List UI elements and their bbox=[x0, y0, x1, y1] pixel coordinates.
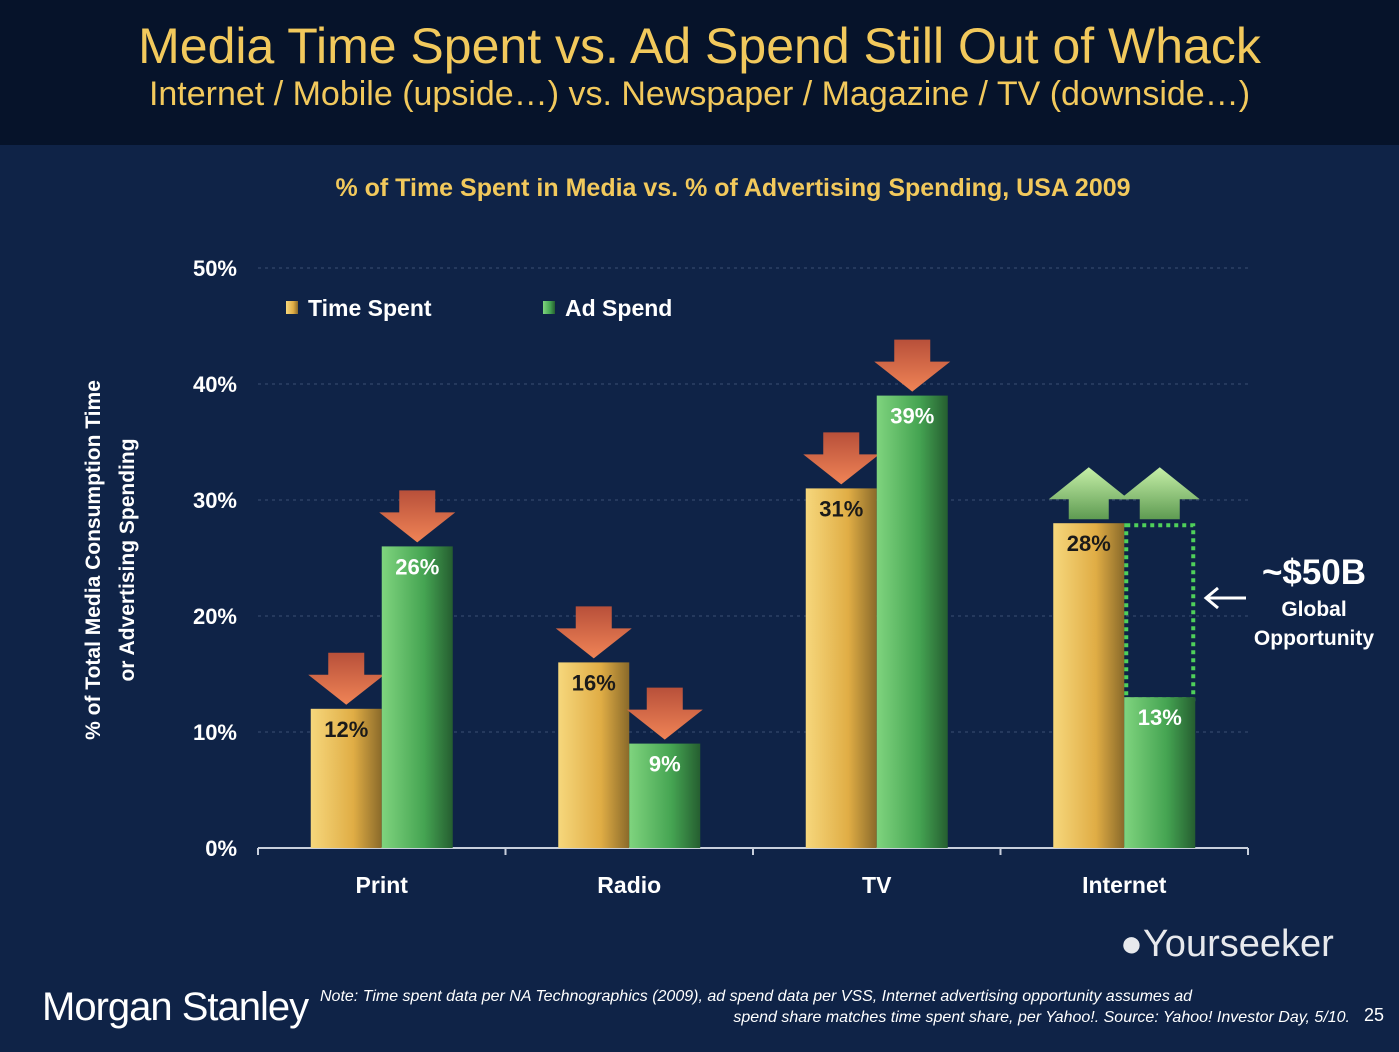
down-arrow-icon bbox=[308, 652, 385, 705]
slide-subtitle: Internet / Mobile (upside…) vs. Newspape… bbox=[148, 75, 1251, 113]
data-label: 28% bbox=[1067, 531, 1111, 556]
opportunity-line2: Opportunity bbox=[1254, 627, 1374, 650]
footnote-line1: Note: Time spent data per NA Technograph… bbox=[320, 988, 1193, 1005]
slide-header: Media Time Spent vs. Ad Spend Still Out … bbox=[0, 0, 1399, 145]
y-tick-label: 50% bbox=[193, 256, 237, 281]
bar-chart: % of Time Spent in Media vs. % of Advert… bbox=[82, 174, 1374, 898]
morgan-stanley-logo: Morgan Stanley bbox=[42, 985, 309, 1029]
bar-ad-spend bbox=[876, 395, 948, 848]
legend-swatch-time-spent bbox=[286, 301, 298, 314]
y-tick-label: 20% bbox=[193, 604, 237, 629]
bar-time-spent bbox=[558, 662, 630, 848]
down-arrow-icon bbox=[803, 432, 880, 485]
down-arrow-icon bbox=[626, 687, 703, 740]
x-tick-label: Print bbox=[356, 872, 409, 898]
opportunity-gap-outline bbox=[1124, 523, 1196, 702]
y-tick-label: 30% bbox=[193, 488, 237, 513]
footnote: Note: Time spent data per NA Technograph… bbox=[320, 986, 1350, 1028]
down-arrow-icon bbox=[555, 606, 632, 659]
watermark: ●Yourseeker bbox=[1120, 922, 1334, 966]
x-tick-label: Internet bbox=[1082, 872, 1167, 898]
watermark-text: Yourseeker bbox=[1142, 923, 1334, 965]
wechat-icon: ● bbox=[1120, 923, 1143, 965]
bar-ad-spend bbox=[381, 546, 453, 848]
up-arrow-icon bbox=[1119, 467, 1200, 520]
bar-time-spent bbox=[805, 488, 877, 848]
slide-title: Media Time Spent vs. Ad Spend Still Out … bbox=[138, 18, 1261, 74]
x-tick-label: TV bbox=[862, 872, 892, 898]
data-label: 39% bbox=[890, 404, 934, 429]
y-tick-label: 40% bbox=[193, 372, 237, 397]
bar-ad-spend bbox=[629, 743, 701, 848]
data-label: 31% bbox=[819, 496, 863, 521]
bar-time-spent bbox=[1053, 523, 1125, 848]
down-arrow-icon bbox=[379, 490, 456, 543]
data-label: 9% bbox=[649, 752, 681, 777]
y-axis-label-line2: or Advertising Spending bbox=[116, 438, 139, 681]
footnote-line2: spend share matches time spent share, pe… bbox=[733, 1009, 1350, 1026]
legend-swatch-ad-spend bbox=[543, 301, 555, 314]
bar-ad-spend bbox=[1124, 697, 1196, 848]
page-number: 25 bbox=[1364, 1005, 1385, 1025]
legend-label-ad-spend: Ad Spend bbox=[565, 295, 672, 321]
legend-label-time-spent: Time Spent bbox=[308, 295, 432, 321]
opportunity-value: ~$50B bbox=[1262, 553, 1366, 592]
bar-time-spent bbox=[310, 708, 382, 848]
opportunity-line1: Global bbox=[1281, 598, 1346, 621]
data-label: 12% bbox=[324, 717, 368, 742]
y-tick-label: 10% bbox=[193, 720, 237, 745]
data-label: 13% bbox=[1138, 705, 1182, 730]
legend: Time Spent Ad Spend bbox=[286, 295, 672, 321]
left-arrow-icon bbox=[1203, 586, 1246, 610]
y-axis-label-line1: % of Total Media Consumption Time bbox=[82, 380, 105, 740]
up-arrow-icon bbox=[1048, 467, 1129, 520]
chart-title: % of Time Spent in Media vs. % of Advert… bbox=[335, 174, 1130, 202]
x-tick-label: Radio bbox=[597, 872, 661, 898]
data-label: 26% bbox=[395, 554, 439, 579]
opportunity-annotation: ~$50B Global Opportunity bbox=[1203, 553, 1374, 650]
data-label: 16% bbox=[572, 670, 616, 695]
y-tick-label: 0% bbox=[205, 836, 237, 861]
down-arrow-icon bbox=[874, 339, 951, 392]
